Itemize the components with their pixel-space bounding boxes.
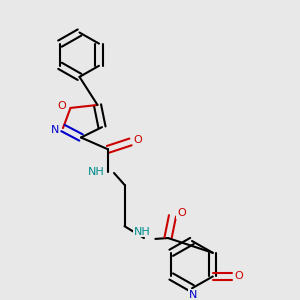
Text: O: O: [177, 208, 186, 218]
Text: O: O: [235, 271, 243, 281]
Text: O: O: [134, 136, 142, 146]
Text: NH: NH: [134, 226, 151, 236]
Text: N: N: [50, 124, 59, 134]
Text: O: O: [58, 100, 67, 111]
Text: NH: NH: [88, 167, 105, 177]
Text: N: N: [189, 290, 198, 300]
